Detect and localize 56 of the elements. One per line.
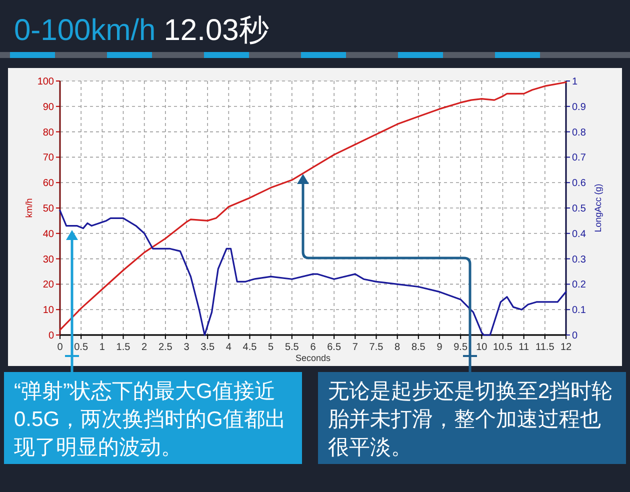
y2-tick-label: 0.2 — [572, 280, 586, 291]
x-tick-label: 2.5 — [158, 342, 173, 353]
y-tick-label: 30 — [42, 254, 54, 266]
x-tick-label: 7.5 — [369, 342, 384, 353]
x-tick-label: 11 — [518, 342, 530, 353]
x-tick-label: 4 — [226, 342, 232, 353]
y-tick-label: 70 — [42, 152, 54, 164]
x-tick-label: 0 — [57, 342, 64, 353]
x-tick-label: 9.5 — [454, 342, 468, 353]
y2-tick-label: 0.4 — [572, 228, 586, 240]
x-tick-label: 3 — [184, 342, 190, 353]
y2-tick-label: 0.1 — [572, 305, 586, 316]
x-tick-label: 5 — [268, 342, 274, 353]
y2-axis-title: LongAcc (g) — [593, 184, 603, 232]
x-tick-label: 7 — [352, 342, 358, 353]
y-tick-label: 20 — [42, 280, 54, 291]
x-tick-label: 12 — [560, 342, 572, 353]
x-tick-label: 6 — [310, 342, 316, 353]
x-tick-label: 0.5 — [74, 342, 88, 353]
y-tick-label: 40 — [42, 228, 54, 240]
y2-tick-label: 1 — [572, 76, 578, 88]
y-tick-label: 0 — [48, 330, 54, 342]
y-tick-label: 60 — [42, 178, 54, 190]
x-tick-label: 10 — [476, 342, 488, 353]
x-tick-label: 4.5 — [242, 342, 258, 353]
x-tick-label: 2 — [142, 342, 148, 353]
y-tick-label: 100 — [37, 76, 54, 88]
y2-tick-label: 0.6 — [572, 178, 586, 190]
y2-tick-label: 0.5 — [572, 204, 586, 214]
x-tick-label: 5.5 — [284, 342, 300, 353]
x-tick-label: 1.5 — [116, 342, 131, 353]
text: “弹射”状态下的最大G值接近0.5G，两次换挡时的G值都出现了明显的波动。 — [4, 372, 302, 464]
x-axis-title: Seconds — [295, 353, 332, 363]
x-tick-label: 3.5 — [200, 342, 215, 353]
x-tick-label: 1 — [99, 342, 106, 353]
text: 无论是起步还是切换至2挡时轮胎并未打滑，整个加速过程也很平淡。 — [318, 372, 626, 464]
line-series — [59, 210, 567, 336]
y2-tick-label: 0.3 — [572, 254, 586, 266]
chart-title: 0-100km/h — [14, 14, 156, 47]
y2-tick-label: 0 — [572, 330, 578, 342]
x-tick-label: 6.5 — [327, 342, 342, 353]
x-tick-label: 8 — [394, 342, 401, 353]
y-tick-label: 90 — [42, 102, 54, 113]
y-tick-label: 10 — [42, 305, 54, 316]
y2-tick-label: 0.9 — [572, 102, 586, 113]
y-tick-label: 80 — [42, 127, 54, 138]
y-axis-title: km/h — [24, 198, 34, 218]
line-series — [59, 81, 567, 331]
x-tick-label: 10.5 — [493, 342, 513, 353]
x-tick-label: 8.5 — [411, 342, 426, 353]
y-tick-label: 50 — [42, 204, 54, 214]
y2-tick-label: 0.8 — [572, 127, 586, 138]
x-tick-label: 9 — [436, 342, 443, 353]
chart-subtitle: 12.03秒 — [164, 14, 269, 47]
x-tick-label: 11.5 — [536, 342, 555, 353]
y2-tick-label: 0.7 — [572, 152, 586, 164]
